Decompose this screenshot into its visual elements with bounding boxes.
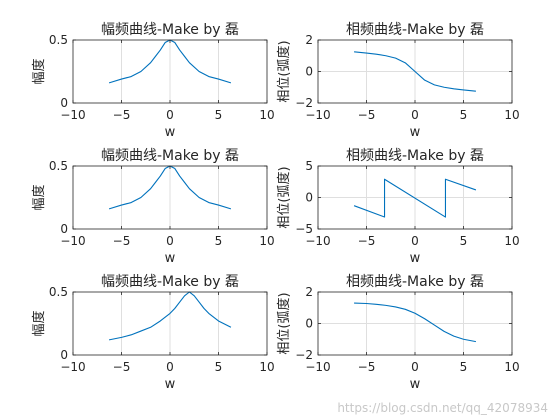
x-axis-label: w: [410, 125, 421, 140]
x-tick-label: −10: [60, 360, 85, 374]
chart-title: 相频曲线-Make by 磊: [346, 148, 484, 164]
x-tick-label: 10: [259, 108, 274, 122]
y-tick-label: 0.5: [49, 285, 68, 299]
x-axis-label: w: [410, 251, 421, 266]
x-tick-label: −5: [113, 108, 131, 122]
y-tick-label: 0: [305, 191, 313, 205]
x-tick-label: 5: [460, 234, 468, 248]
y-tick-label: 2: [305, 285, 313, 299]
y-tick-label: −5: [295, 222, 313, 236]
series-line: [354, 302, 477, 343]
x-tick-label: 0: [166, 234, 174, 248]
x-tick-label: 0: [166, 360, 174, 374]
x-tick-label: 10: [259, 234, 274, 248]
x-axis-label: w: [165, 125, 176, 140]
y-tick-label: 0: [305, 317, 313, 331]
x-tick-label: 5: [215, 234, 223, 248]
y-axis-label: 幅度: [31, 184, 47, 210]
y-axis-label: 幅度: [31, 58, 47, 84]
chart-title: 幅频曲线-Make by 磊: [101, 148, 239, 164]
x-tick-label: 10: [504, 108, 519, 122]
y-tick-label: 0: [60, 96, 68, 110]
x-tick-label: −10: [305, 360, 330, 374]
x-tick-label: −5: [113, 360, 131, 374]
y-tick-label: −2: [295, 96, 313, 110]
x-tick-label: 10: [259, 360, 274, 374]
x-axis-label: w: [165, 377, 176, 392]
x-tick-label: −5: [113, 234, 131, 248]
y-tick-label: 2: [305, 33, 313, 47]
x-axis-label: w: [410, 377, 421, 392]
x-tick-label: −5: [358, 108, 376, 122]
subplot-2: −10 −5 0 5 10 −2 0 2 相频曲线-Make by 磊 w 相位(弧度): [276, 22, 520, 140]
x-tick-label: 5: [460, 360, 468, 374]
chart-title: 相频曲线-Make by 磊: [346, 22, 484, 38]
y-axis-label: 幅度: [31, 310, 47, 336]
x-tick-label: −5: [358, 234, 376, 248]
x-tick-label: 0: [411, 360, 419, 374]
subplot-5: −10 −5 0 5 10 0 0.5 幅频曲线-Make by 磊 w 幅度: [31, 274, 275, 392]
series-line: [354, 51, 476, 92]
y-axis-label: 相位(弧度): [276, 166, 292, 228]
y-tick-label: 5: [305, 159, 313, 173]
y-axis-label: 相位(弧度): [276, 40, 292, 102]
subplot-6: −10 −5 0 5 10 −2 0 2 相频曲线-Make by 磊 w 相位(弧度): [276, 274, 520, 392]
x-tick-label: −10: [305, 108, 330, 122]
x-tick-label: 0: [411, 108, 419, 122]
y-tick-label: 0.5: [49, 33, 68, 47]
chart-title: 幅频曲线-Make by 磊: [101, 22, 239, 38]
x-tick-label: 0: [166, 108, 174, 122]
series-line: [353, 178, 477, 218]
y-tick-label: 0: [60, 348, 68, 362]
series-line: [108, 291, 232, 341]
chart-title: 幅频曲线-Make by 磊: [101, 274, 239, 290]
x-axis-label: w: [165, 251, 176, 266]
x-tick-label: 10: [504, 360, 519, 374]
x-tick-label: 5: [215, 360, 223, 374]
y-tick-label: 0: [305, 65, 313, 79]
y-axis-label: 相位(弧度): [276, 292, 292, 354]
x-tick-label: 5: [215, 108, 223, 122]
x-tick-label: −10: [60, 108, 85, 122]
y-tick-label: −2: [295, 348, 313, 362]
watermark: https://blog.csdn.net/qq_42078934: [337, 401, 548, 415]
subplot-3: −10 −5 0 5 10 0 0.5 幅频曲线-Make by 磊 w 幅度: [31, 148, 275, 266]
x-tick-label: −5: [358, 360, 376, 374]
x-tick-label: −10: [305, 234, 330, 248]
x-tick-label: −10: [60, 234, 85, 248]
y-tick-label: 0.5: [49, 159, 68, 173]
x-tick-label: 5: [460, 108, 468, 122]
x-tick-label: 0: [411, 234, 419, 248]
x-tick-label: 10: [504, 234, 519, 248]
y-tick-label: 0: [60, 222, 68, 236]
subplot-1: −10 −5 0 5 10 0 0.5 幅频曲线-Make by 磊 w 幅度: [31, 22, 275, 140]
chart-title: 相频曲线-Make by 磊: [346, 274, 484, 290]
